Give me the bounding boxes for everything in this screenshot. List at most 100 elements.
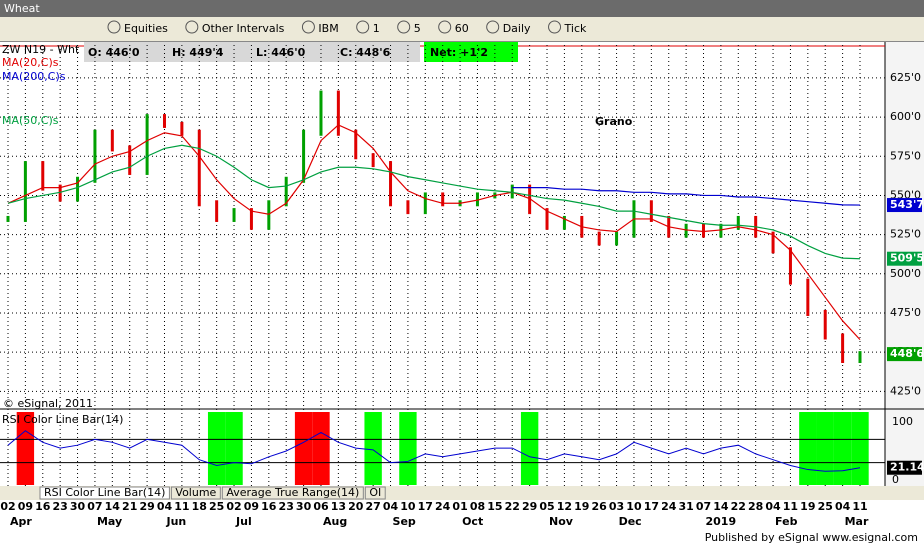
price-bar bbox=[58, 184, 62, 202]
ma-line bbox=[7, 144, 861, 260]
price-bar bbox=[93, 129, 97, 183]
price-bar bbox=[423, 192, 427, 215]
toolbar-button[interactable] bbox=[185, 20, 199, 34]
price-bar bbox=[806, 278, 810, 316]
price-bar bbox=[702, 223, 706, 238]
x-tick-label: 15 bbox=[487, 500, 502, 513]
toolbar-button[interactable] bbox=[356, 20, 370, 34]
price-bar bbox=[110, 129, 114, 152]
tab[interactable] bbox=[39, 486, 170, 500]
x-tick-label: 17 bbox=[644, 500, 659, 513]
y-tick-label: 525'0 bbox=[890, 228, 921, 241]
price-bar bbox=[475, 192, 479, 207]
price-bar bbox=[6, 215, 10, 222]
x-tick-label: 01 bbox=[452, 500, 467, 513]
tab-label[interactable]: Average True Range(14) bbox=[226, 486, 359, 499]
symbol: ZW N19 - Wht bbox=[2, 43, 80, 56]
x-tick-label: 14 bbox=[713, 500, 729, 513]
toolbar-button[interactable] bbox=[301, 20, 315, 34]
toolbar-item[interactable]: IBM bbox=[318, 22, 338, 35]
price-bar bbox=[128, 145, 132, 175]
price-bar bbox=[788, 247, 792, 285]
toolbar-item[interactable]: Equities bbox=[124, 22, 168, 35]
rsi-zone bbox=[799, 412, 817, 485]
toolbar-item[interactable]: 5 bbox=[414, 22, 421, 35]
month-label: Aug bbox=[323, 515, 347, 528]
quote-open: O: 446'0 bbox=[88, 46, 140, 59]
price-bar bbox=[41, 161, 45, 191]
month-label: Sep bbox=[393, 515, 416, 528]
price-bar bbox=[319, 90, 323, 136]
toolbar-item[interactable]: Daily bbox=[503, 22, 531, 35]
price-bar bbox=[615, 231, 619, 246]
price-bar bbox=[371, 153, 375, 168]
toolbar bbox=[0, 17, 924, 41]
x-tick-label: 19 bbox=[574, 500, 589, 513]
x-tick-label: 29 bbox=[522, 500, 537, 513]
x-tick-label: 04 bbox=[765, 500, 781, 513]
tab[interactable] bbox=[364, 486, 386, 500]
x-tick-label: 10 bbox=[626, 500, 642, 513]
rsi-zone bbox=[816, 412, 834, 485]
x-tick-label: 29 bbox=[139, 500, 154, 513]
month-label: Dec bbox=[619, 515, 642, 528]
toolbar-button[interactable] bbox=[486, 20, 500, 34]
price-bar bbox=[649, 200, 653, 222]
ma-line bbox=[512, 187, 861, 206]
last-rsi-label: 21.14 bbox=[890, 461, 924, 474]
x-tick-label: 30 bbox=[70, 500, 86, 513]
quote-low: L: 446'0 bbox=[256, 46, 306, 59]
x-tick-label: 07 bbox=[87, 500, 102, 513]
y-tick-label: 100 bbox=[892, 415, 913, 428]
x-tick-label: 17 bbox=[418, 500, 433, 513]
tab[interactable] bbox=[170, 486, 221, 500]
toolbar-item[interactable]: Tick bbox=[564, 22, 587, 35]
toolbar-item[interactable]: Other Intervals bbox=[202, 22, 285, 35]
x-tick-label: 11 bbox=[783, 500, 798, 513]
rsi-zone bbox=[833, 412, 852, 485]
quote-close: C: 448'6 bbox=[340, 46, 391, 59]
month-label: May bbox=[97, 515, 122, 528]
x-tick-label: 14 bbox=[105, 500, 121, 513]
tab-label[interactable]: RSI Color Line Bar(14) bbox=[44, 486, 165, 499]
month-label: Jun bbox=[165, 515, 186, 528]
x-tick-label: 23 bbox=[279, 500, 294, 513]
toolbar-button[interactable] bbox=[397, 20, 411, 34]
price-bar bbox=[858, 351, 862, 363]
quote-net: Net: +1'2 bbox=[430, 46, 488, 59]
last-ma-label: 509'5 bbox=[890, 252, 924, 265]
price-bar bbox=[197, 129, 201, 207]
title-bar bbox=[0, 0, 924, 17]
toolbar-item[interactable]: 1 bbox=[373, 22, 380, 35]
price-bar bbox=[180, 121, 184, 136]
price-bar bbox=[545, 208, 549, 230]
toolbar-button[interactable] bbox=[438, 20, 452, 34]
window-title: Wheat bbox=[4, 2, 40, 15]
ma-line bbox=[7, 124, 861, 341]
last-ma-label: 543'7 bbox=[890, 198, 924, 211]
legend-entry: MA(200,C)s bbox=[2, 70, 66, 83]
month-label: Feb bbox=[775, 515, 798, 528]
last-price-label: 448'6 bbox=[890, 347, 924, 360]
tab-label[interactable]: OI bbox=[369, 486, 381, 499]
price-bar bbox=[232, 208, 236, 222]
tab-label[interactable]: Volume bbox=[175, 486, 216, 499]
toolbar-item[interactable]: 60 bbox=[455, 22, 469, 35]
price-bar bbox=[841, 333, 845, 363]
tab[interactable] bbox=[221, 486, 364, 500]
quote-high: H: 449'4 bbox=[172, 46, 224, 59]
price-bar bbox=[76, 176, 80, 202]
x-tick-label: 05 bbox=[539, 500, 554, 513]
x-tick-label: 04 bbox=[835, 500, 851, 513]
rsi-zone bbox=[520, 412, 539, 485]
footer-bar bbox=[0, 530, 924, 545]
toolbar-button[interactable] bbox=[107, 20, 121, 34]
x-tick-label: 25 bbox=[818, 500, 833, 513]
price-bar bbox=[162, 114, 166, 128]
month-label: Oct bbox=[462, 515, 483, 528]
x-tick-label: 20 bbox=[348, 500, 364, 513]
toolbar-button[interactable] bbox=[548, 20, 562, 34]
rsi-zone bbox=[225, 412, 243, 485]
y-tick-label: 575'0 bbox=[890, 149, 921, 162]
